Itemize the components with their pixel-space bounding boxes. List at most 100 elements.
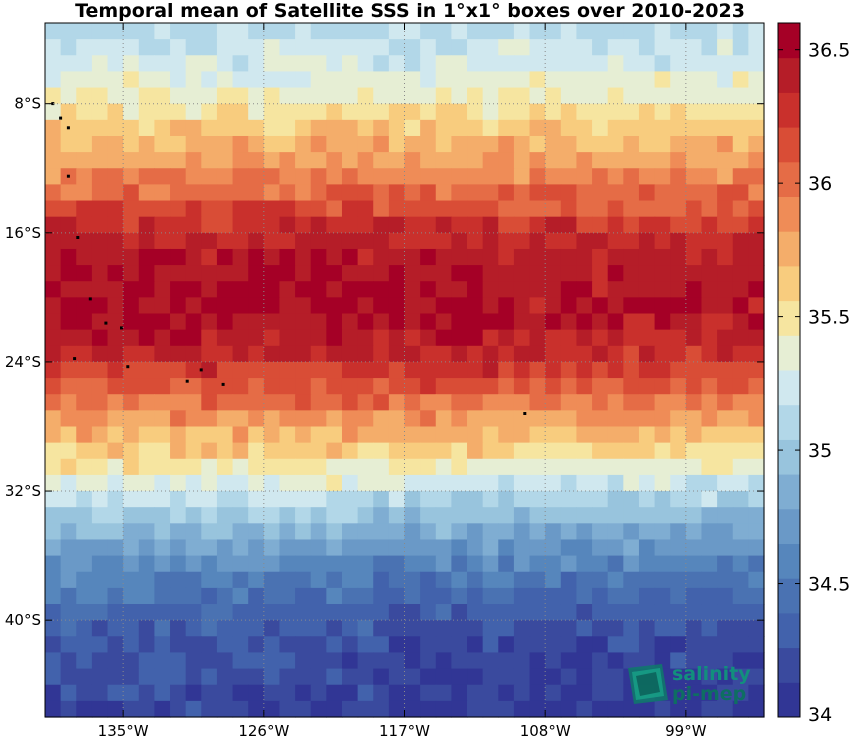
sss-cell	[263, 232, 281, 250]
sss-cell	[529, 152, 546, 169]
sss-cell	[279, 620, 296, 637]
sss-cell	[435, 636, 452, 654]
sss-cell	[404, 668, 421, 686]
sss-cell	[60, 87, 77, 105]
sss-cell	[482, 587, 499, 605]
sss-cell	[170, 232, 187, 250]
sss-cell	[107, 571, 124, 589]
sss-cell	[623, 103, 640, 121]
sss-cell	[91, 539, 109, 557]
sss-cell	[248, 491, 265, 508]
sss-cell	[310, 39, 327, 56]
sss-cell	[482, 55, 499, 73]
sss-cell	[107, 620, 124, 637]
sss-cell	[701, 555, 718, 573]
sss-cell	[310, 410, 327, 428]
sss-cell	[748, 507, 765, 524]
sss-cell	[279, 394, 296, 411]
sss-cell	[623, 200, 640, 218]
sss-cell	[420, 426, 437, 444]
sss-cell	[45, 87, 62, 105]
sss-cell	[357, 394, 374, 411]
sss-cell	[91, 507, 109, 524]
sss-cell	[263, 636, 281, 654]
sss-cell	[341, 361, 359, 379]
sss-cell	[60, 555, 77, 573]
sss-cell	[623, 426, 640, 444]
sss-cell	[248, 587, 265, 605]
sss-cell	[201, 620, 218, 637]
sss-cell	[107, 394, 124, 411]
sss-cell	[513, 297, 531, 315]
sss-cell	[248, 135, 265, 153]
sss-cell	[576, 442, 593, 460]
sss-cell	[529, 571, 546, 589]
sss-cell	[592, 700, 609, 718]
sss-cell	[232, 378, 249, 395]
sss-cell	[45, 297, 62, 315]
sss-cell	[748, 587, 765, 605]
sss-cell	[263, 39, 281, 56]
sss-cell	[420, 571, 437, 589]
sss-cell	[107, 184, 124, 202]
sss-cell	[732, 668, 749, 686]
sss-cell	[482, 378, 499, 395]
sss-cell	[123, 119, 140, 137]
sss-cell	[341, 507, 359, 524]
sss-cell	[60, 55, 77, 73]
sss-cell	[638, 587, 656, 605]
sss-cell	[701, 620, 718, 637]
sss-cell	[498, 71, 515, 89]
sss-cell	[154, 361, 171, 379]
sss-cell	[467, 119, 484, 137]
sss-cell	[545, 329, 562, 347]
sss-cell	[623, 152, 640, 169]
sss-cell	[263, 700, 281, 718]
sss-cell	[638, 135, 656, 153]
sss-cell	[529, 168, 546, 185]
sss-cell	[154, 636, 171, 654]
sss-cell	[185, 265, 202, 282]
sss-cell	[326, 636, 343, 654]
sss-cell	[185, 394, 202, 411]
sss-cell	[435, 297, 452, 315]
sss-cell	[154, 119, 171, 137]
sss-cell	[295, 361, 312, 379]
sss-cell	[45, 71, 62, 89]
sss-cell	[545, 587, 562, 605]
sss-cell	[701, 265, 718, 282]
sss-cell	[248, 378, 265, 395]
sss-cell	[638, 378, 656, 395]
sss-cell	[685, 265, 703, 282]
sss-cell	[420, 636, 437, 654]
sss-cell	[60, 474, 77, 492]
sss-cell	[279, 39, 296, 56]
colorbar-swatch	[778, 439, 800, 475]
sss-cell	[435, 345, 452, 363]
sss-cell	[201, 200, 218, 218]
sss-cell	[295, 345, 312, 363]
sss-cell	[91, 232, 109, 250]
sss-cell	[748, 297, 765, 315]
sss-cell	[45, 345, 62, 363]
colorbar-tick-label: 36.5	[808, 40, 850, 62]
sss-cell	[732, 636, 749, 654]
sss-cell	[154, 216, 171, 234]
sss-cell	[592, 378, 609, 395]
sss-cell	[388, 265, 406, 282]
sss-cell	[638, 394, 656, 411]
sss-cell	[60, 604, 77, 621]
sss-cell	[498, 39, 515, 56]
sss-cell	[623, 39, 640, 56]
sss-cell	[498, 587, 515, 605]
sss-cell	[295, 152, 312, 169]
sss-cell	[263, 71, 281, 89]
sss-cell	[623, 394, 640, 411]
sss-cell	[388, 103, 406, 121]
sss-cell	[341, 87, 359, 105]
sss-cell	[545, 684, 562, 702]
sss-cell	[529, 507, 546, 524]
sss-cell	[748, 394, 765, 411]
sss-cell	[670, 668, 687, 686]
sss-cell	[748, 216, 765, 234]
